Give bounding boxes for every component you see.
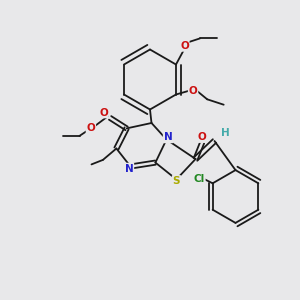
Text: O: O (189, 86, 197, 96)
Text: O: O (86, 123, 95, 133)
Text: S: S (173, 176, 180, 186)
Text: H: H (220, 128, 230, 138)
Text: O: O (99, 107, 108, 118)
Text: O: O (180, 41, 189, 51)
Text: Cl: Cl (194, 174, 205, 184)
Text: O: O (198, 132, 207, 142)
Text: N: N (124, 164, 134, 174)
Text: N: N (164, 132, 172, 142)
